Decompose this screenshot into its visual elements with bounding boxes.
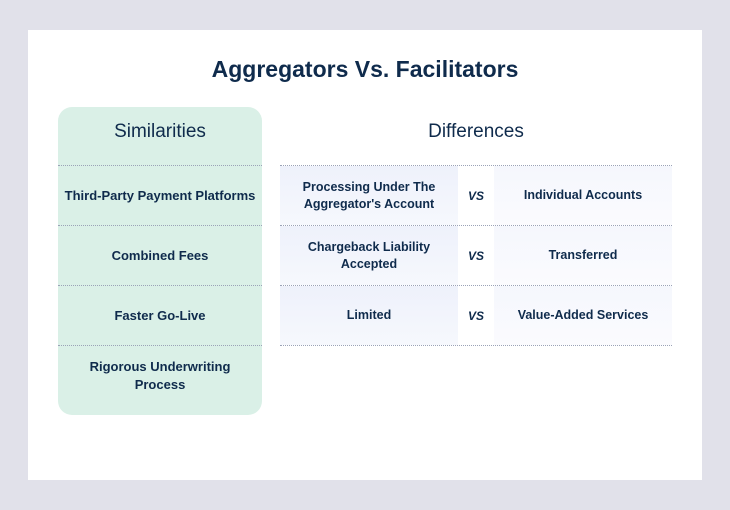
differences-row-empty	[280, 345, 672, 405]
similarities-row: Combined Fees	[58, 225, 262, 285]
vs-label: VS	[458, 166, 494, 225]
differences-row: Chargeback Liability Accepted VS Transfe…	[280, 225, 672, 285]
similarities-column: Similarities Third-Party Payment Platfor…	[58, 107, 262, 415]
similarity-item: Third-Party Payment Platforms	[64, 187, 256, 205]
difference-left: Limited	[280, 286, 458, 345]
similarity-item: Combined Fees	[64, 247, 256, 265]
difference-right: Individual Accounts	[494, 166, 672, 225]
vs-label: VS	[458, 226, 494, 285]
differences-row: Limited VS Value-Added Services	[280, 285, 672, 345]
similarity-item: Faster Go-Live	[64, 307, 256, 325]
difference-left: Chargeback Liability Accepted	[280, 226, 458, 285]
similarities-header: Similarities	[58, 121, 262, 165]
similarity-item: Rigorous Underwriting Process	[64, 358, 256, 393]
difference-right: Transferred	[494, 226, 672, 285]
similarities-row: Third-Party Payment Platforms	[58, 165, 262, 225]
comparison-card: Aggregators Vs. Facilitators Similaritie…	[28, 30, 702, 480]
difference-left: Processing Under The Aggregator's Accoun…	[280, 166, 458, 225]
differences-header: Differences	[280, 121, 672, 165]
comparison-grid: Similarities Third-Party Payment Platfor…	[58, 107, 672, 415]
similarities-row: Rigorous Underwriting Process	[58, 345, 262, 405]
similarities-row: Faster Go-Live	[58, 285, 262, 345]
differences-column: Differences Processing Under The Aggrega…	[280, 107, 672, 415]
page-title: Aggregators Vs. Facilitators	[58, 56, 672, 83]
vs-label: VS	[458, 286, 494, 345]
difference-right: Value-Added Services	[494, 286, 672, 345]
differences-row: Processing Under The Aggregator's Accoun…	[280, 165, 672, 225]
